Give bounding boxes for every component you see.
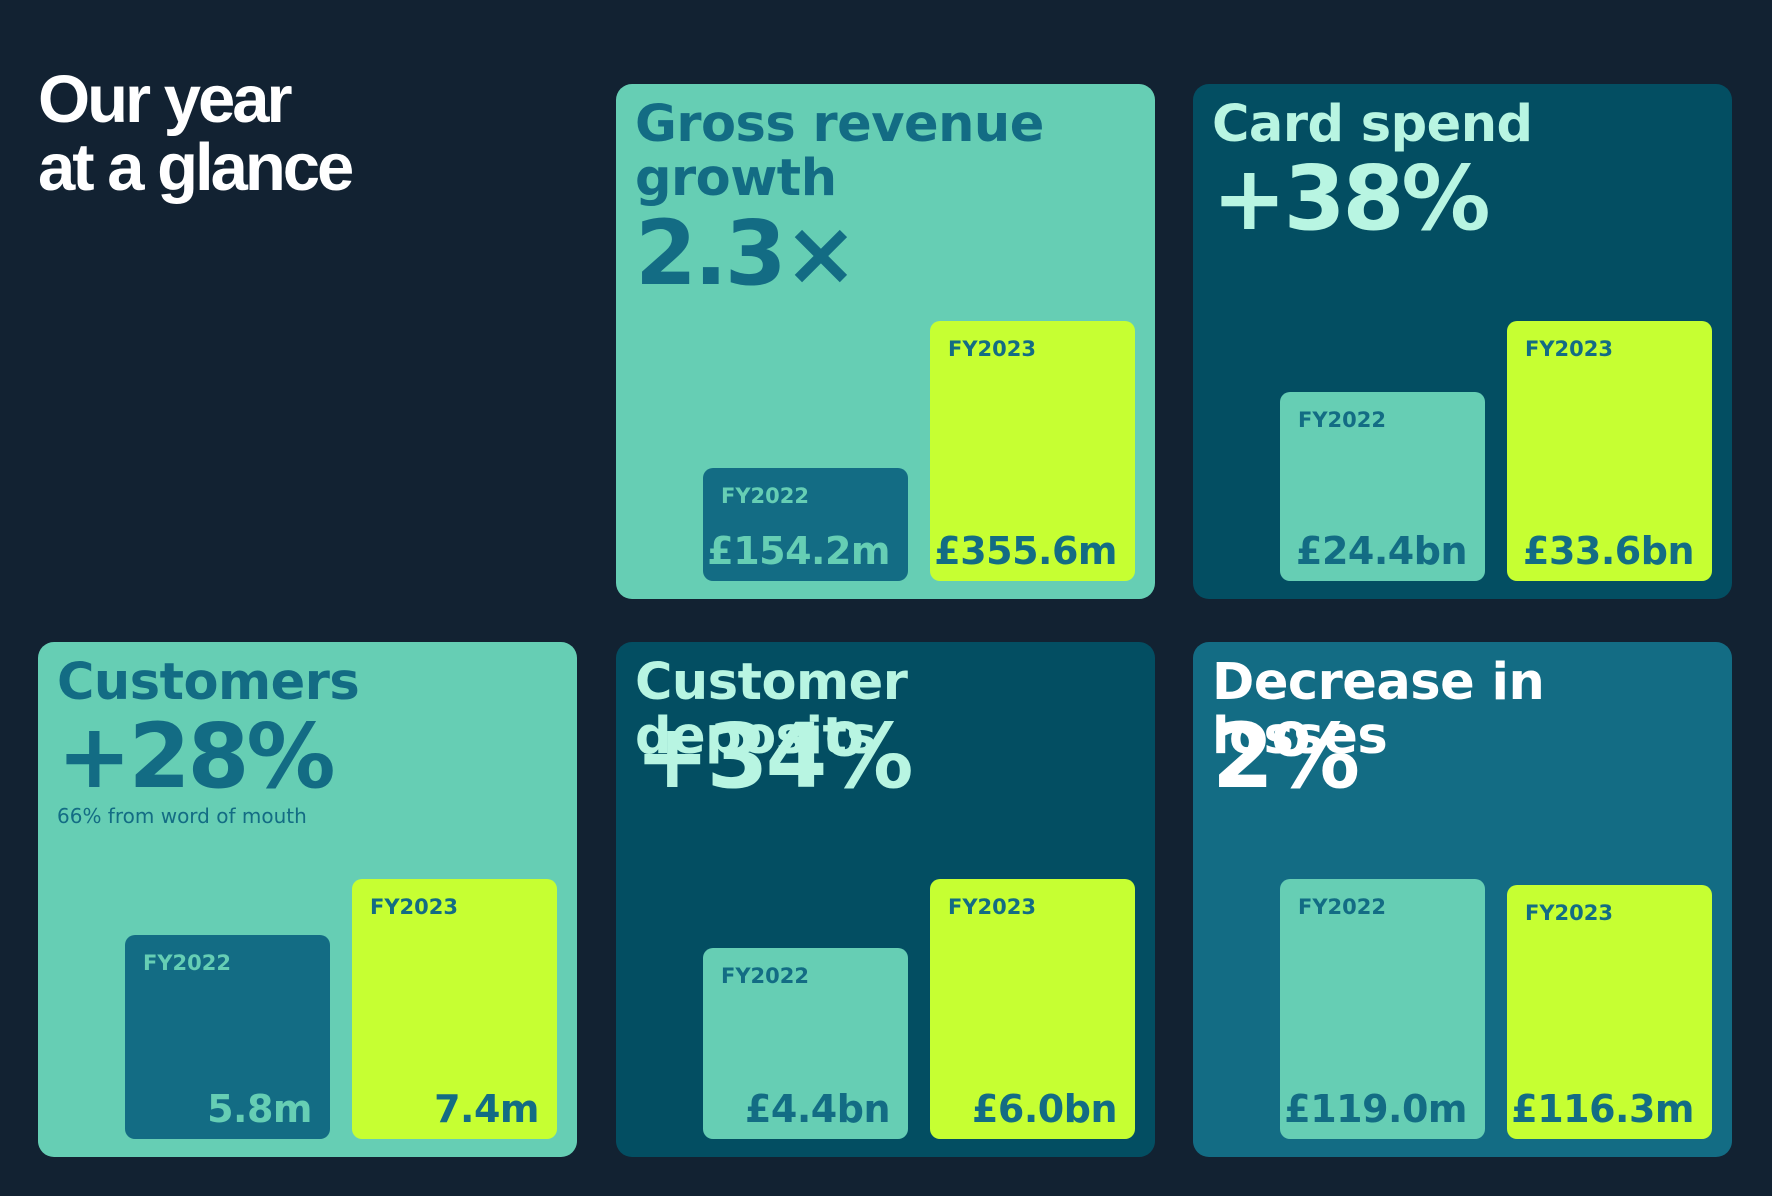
card-headline-metric: +28% xyxy=(57,704,336,808)
bar-fy2023: FY2023 £6.0bn xyxy=(930,879,1135,1139)
bar-year-label: FY2023 xyxy=(1525,901,1613,925)
card-decrease-in-losses: Decrease in losses 2% FY2022 £119.0m FY202… xyxy=(1193,642,1732,1157)
bar-year-label: FY2022 xyxy=(721,484,809,508)
bar-year-label: FY2022 xyxy=(1298,408,1386,432)
bar-fy2022: FY2022 £154.2m xyxy=(703,468,908,581)
card-gross-revenue-growth: Gross revenue growth 2.3× FY2022 £154.2m F… xyxy=(616,84,1155,599)
bar-value-label: £6.0bn xyxy=(971,1087,1118,1131)
card-headline-metric: +34% xyxy=(635,704,914,808)
bar-year-label: FY2023 xyxy=(1525,337,1613,361)
card-title: Customers xyxy=(57,653,360,712)
card-headline-metric: 2.3× xyxy=(635,201,858,305)
card-title: Decrease in losses xyxy=(1212,653,1545,766)
bar-year-label: FY2022 xyxy=(721,964,809,988)
bar-fy2023: FY2023 £116.3m xyxy=(1507,885,1712,1139)
card-headline-metric: +38% xyxy=(1212,146,1491,250)
card-customer-deposits: Customer deposits +34% FY2022 £4.4bn FY202… xyxy=(616,642,1155,1157)
bar-fy2023: FY2023 £33.6bn xyxy=(1507,321,1712,581)
card-title: Gross revenue growth xyxy=(635,95,1044,208)
bar-value-label: £24.4bn xyxy=(1296,529,1467,573)
card-title: Customer deposits xyxy=(635,653,908,766)
bar-fy2023: FY2023 7.4m xyxy=(352,879,557,1139)
page-title: Our year at a glance xyxy=(38,62,354,205)
bar-value-label: £119.0m xyxy=(1284,1087,1467,1131)
bar-year-label: FY2023 xyxy=(370,895,458,919)
bar-value-label: 7.4m xyxy=(434,1087,539,1131)
card-title: Card spend xyxy=(1212,95,1533,154)
bar-value-label: £154.2m xyxy=(707,529,890,573)
page-title-line-2: at a glance xyxy=(38,130,354,205)
bar-fy2022: FY2022 £4.4bn xyxy=(703,948,908,1139)
card-customers: Customers +28% 66% from word of mouth FY… xyxy=(38,642,577,1157)
bar-value-label: £116.3m xyxy=(1511,1087,1694,1131)
card-note: 66% from word of mouth xyxy=(57,804,307,828)
bar-year-label: FY2022 xyxy=(143,951,231,975)
bar-value-label: £4.4bn xyxy=(744,1087,891,1131)
bar-fy2022: FY2022 5.8m xyxy=(125,935,330,1139)
bar-fy2022: FY2022 £119.0m xyxy=(1280,879,1485,1139)
page-title-line-1: Our year xyxy=(38,62,293,137)
bar-year-label: FY2023 xyxy=(948,337,1036,361)
bar-fy2023: FY2023 £355.6m xyxy=(930,321,1135,581)
card-card-spend: Card spend +38% FY2022 £24.4bn FY2023 £33.6… xyxy=(1193,84,1732,599)
bar-value-label: £33.6bn xyxy=(1523,529,1694,573)
bar-value-label: £355.6m xyxy=(934,529,1117,573)
card-headline-metric: 2% xyxy=(1212,704,1360,808)
bar-year-label: FY2022 xyxy=(1298,895,1386,919)
bar-fy2022: FY2022 £24.4bn xyxy=(1280,392,1485,581)
bar-value-label: 5.8m xyxy=(207,1087,312,1131)
bar-year-label: FY2023 xyxy=(948,895,1036,919)
